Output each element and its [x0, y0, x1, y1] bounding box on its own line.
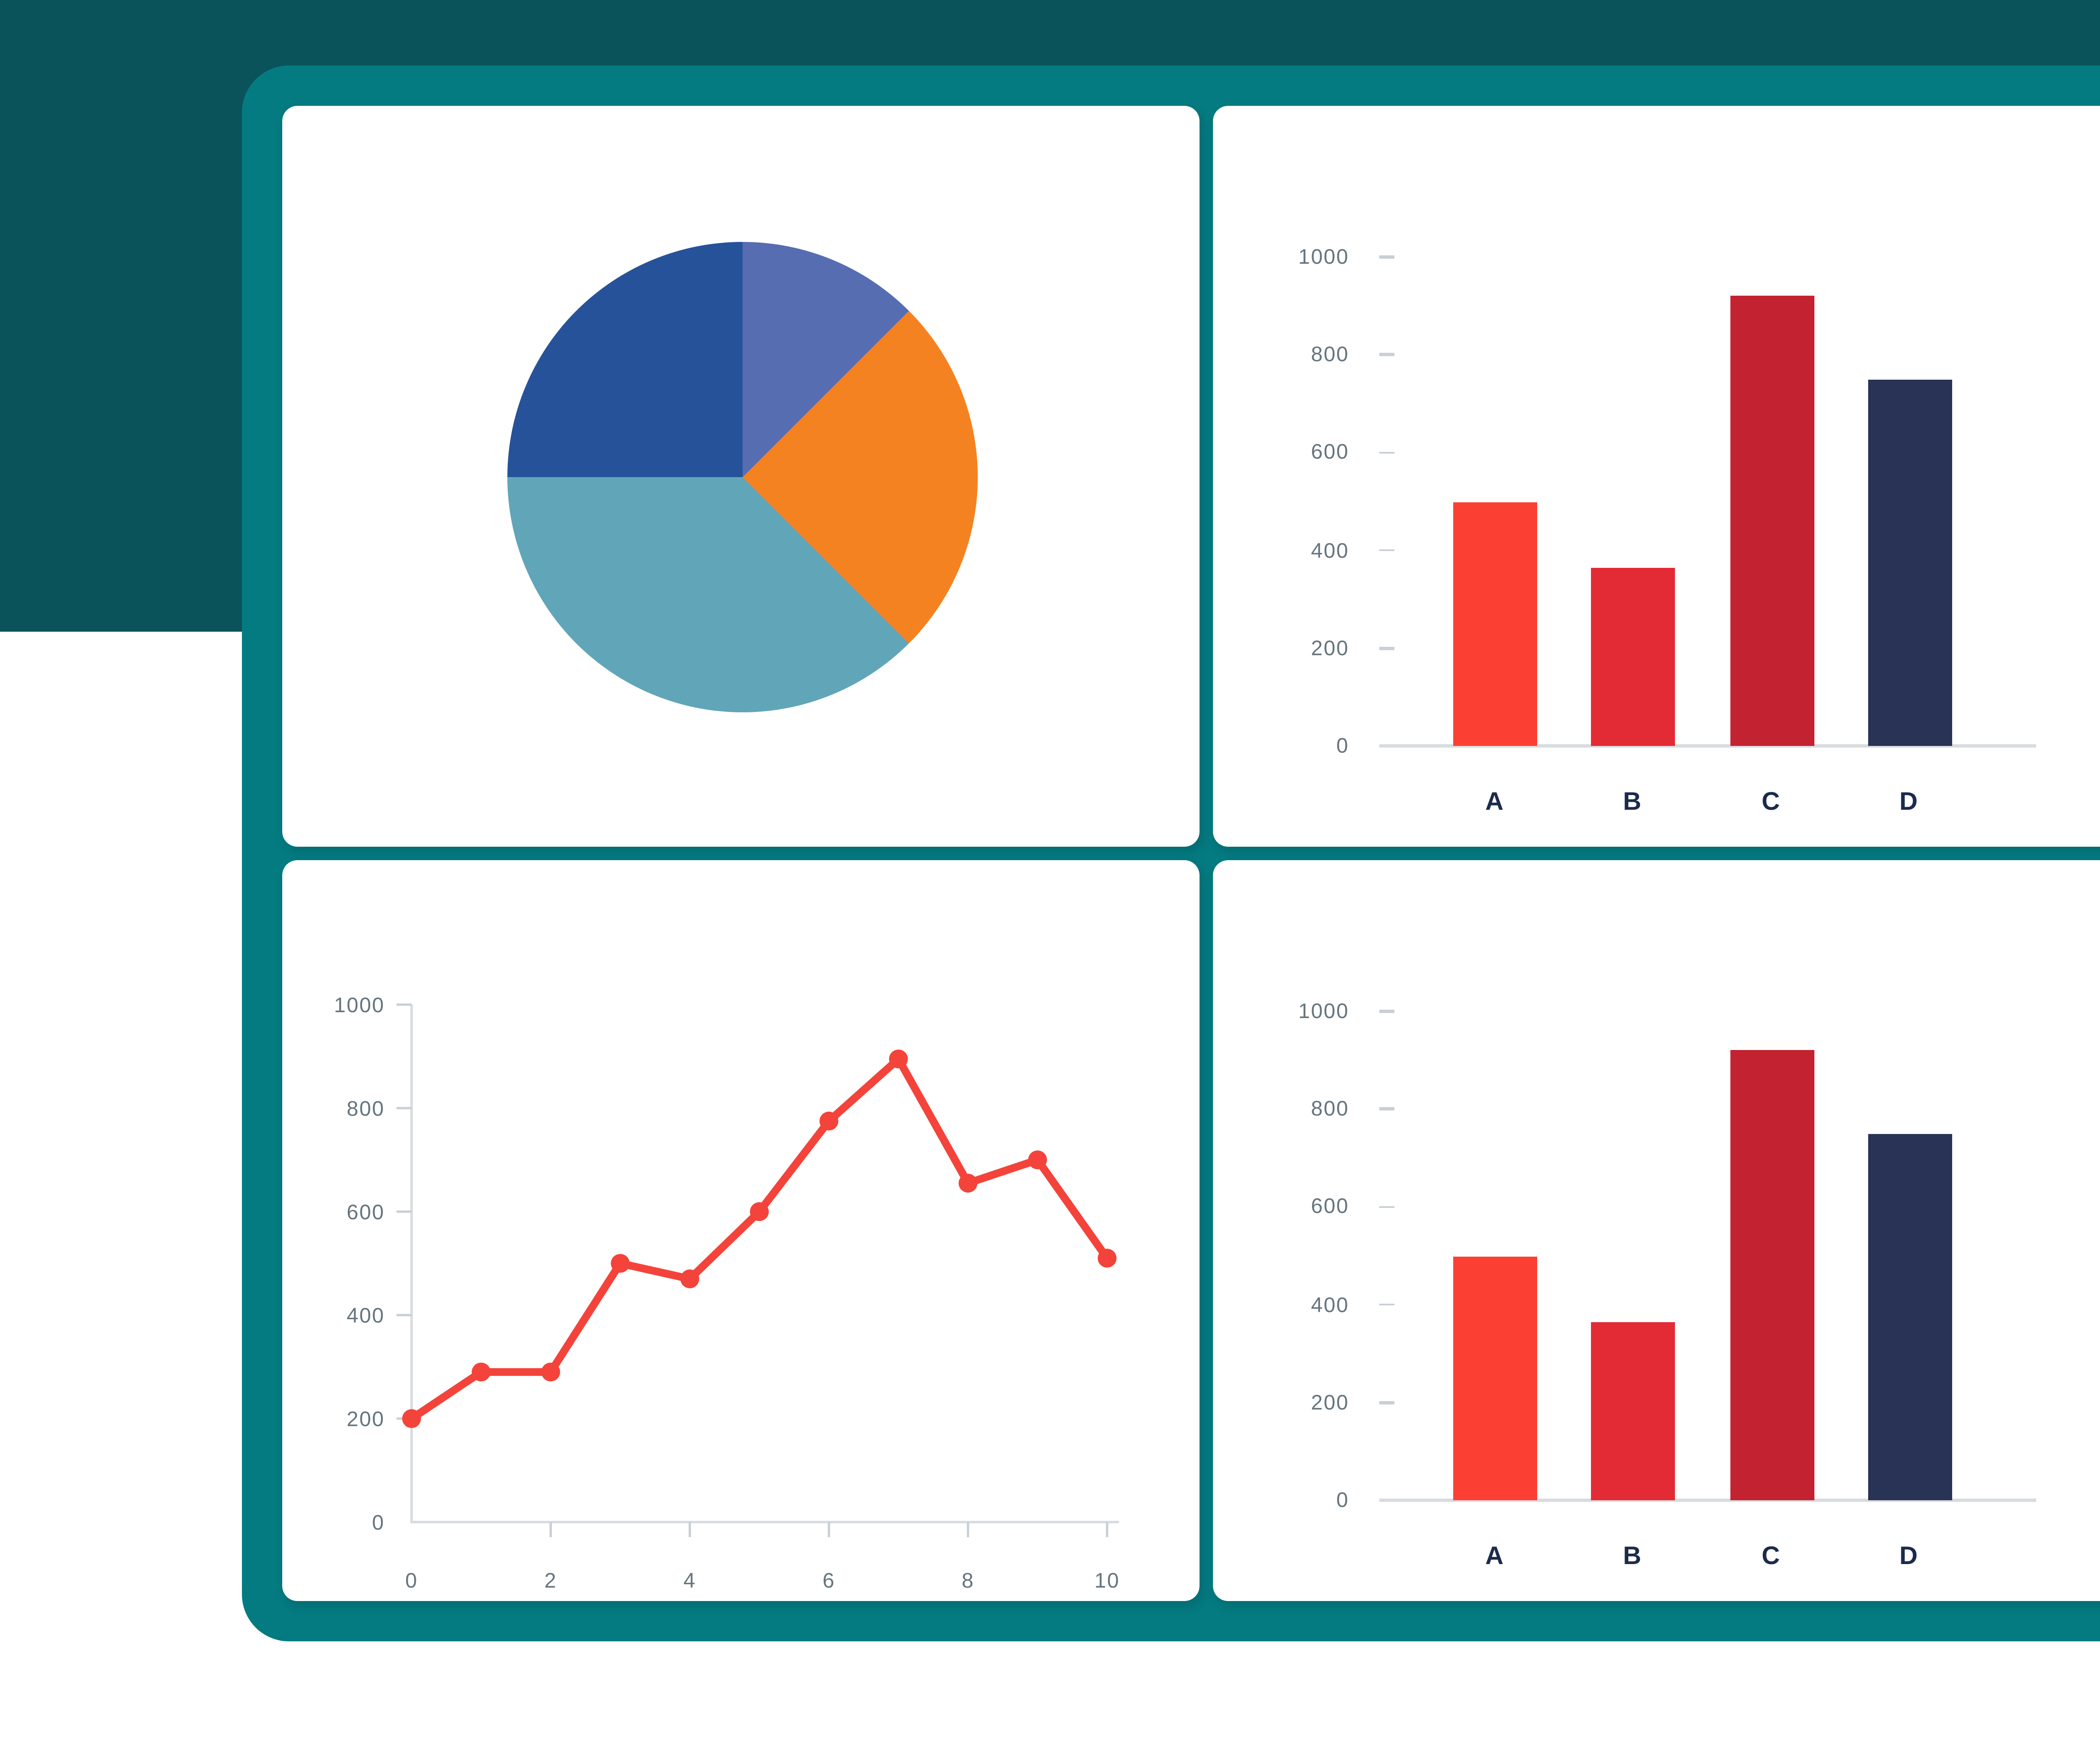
data-point	[958, 1173, 978, 1193]
axis-lines	[410, 1005, 1119, 1523]
x-tick-label: 2	[544, 1569, 557, 1592]
y-tick-label: 600	[346, 1200, 385, 1224]
y-tick-label: 200	[1311, 636, 1349, 660]
charts-panel: 1000 800 600 400 200 0 A B C D 1000 800 600 400 200 0 0…	[242, 66, 2100, 1641]
card-pie-chart	[282, 106, 1200, 847]
category-label: C	[1761, 788, 1782, 816]
bar-c	[1730, 1050, 1814, 1500]
line-series	[407, 1055, 1111, 1423]
y-tick-label: 1000	[1298, 1000, 1349, 1023]
data-point	[750, 1202, 769, 1221]
data-point	[611, 1254, 630, 1273]
pie-chart	[507, 242, 978, 712]
y-tick-mark	[1379, 647, 1394, 650]
bar-d	[1867, 1134, 1951, 1500]
data-point	[402, 1409, 421, 1428]
category-label: A	[1485, 788, 1505, 816]
bar-chart-top: 1000 800 600 400 200 0 A B C D	[1213, 106, 2100, 847]
y-tick-label: 600	[1311, 1195, 1349, 1219]
data-point	[889, 1049, 908, 1068]
x-axis-line	[1379, 745, 2036, 747]
category-label: B	[1623, 1542, 1643, 1571]
y-tick-label: 0	[1336, 734, 1349, 758]
x-tick-label: 0	[405, 1569, 418, 1592]
data-point	[680, 1269, 699, 1289]
category-label: B	[1623, 788, 1643, 816]
y-tick-mark	[1379, 1303, 1394, 1306]
y-tick-mark	[1379, 1401, 1394, 1404]
y-tick-mark	[1379, 353, 1394, 356]
data-point	[819, 1111, 838, 1131]
y-tick-mark	[1379, 1010, 1394, 1013]
y-tick-label: 1000	[1298, 245, 1349, 269]
y-tick-label: 400	[346, 1304, 385, 1327]
bar-d	[1867, 379, 1951, 746]
y-tick-label: 400	[1311, 1293, 1349, 1317]
data-point	[1028, 1150, 1047, 1169]
bar-c	[1730, 296, 1814, 746]
bar-a	[1453, 1256, 1537, 1500]
category-label: C	[1761, 1542, 1782, 1571]
y-tick-label: 800	[1311, 343, 1349, 367]
category-label: D	[1899, 1542, 1919, 1571]
y-tick-mark	[1379, 1205, 1394, 1208]
data-point	[1097, 1249, 1117, 1268]
y-tick-mark	[1379, 451, 1394, 454]
y-tick-label: 800	[346, 1097, 385, 1120]
y-tick-label: 1000	[334, 993, 385, 1017]
y-tick-label: 0	[1336, 1488, 1349, 1512]
y-tick-label: 200	[1311, 1391, 1349, 1415]
x-tick-label: 8	[962, 1569, 974, 1592]
card-line-chart: 1000 800 600 400 200 0 0 2 4 6 8 10	[282, 860, 1200, 1601]
y-tick-label: 0	[372, 1511, 385, 1534]
y-tick-label: 600	[1311, 441, 1349, 465]
y-tick-label: 800	[1311, 1097, 1349, 1121]
card-bar-chart-top: 1000 800 600 400 200 0 A B C D	[1213, 106, 2100, 847]
x-tick-label: 4	[683, 1569, 696, 1592]
data-point	[472, 1362, 491, 1382]
x-tick-label: 6	[822, 1569, 835, 1592]
line-chart: 1000 800 600 400 200 0 0 2 4 6 8 10	[334, 993, 1120, 1592]
bar-a	[1453, 501, 1537, 746]
bar-b	[1591, 1322, 1675, 1500]
x-axis-line	[1379, 1499, 2036, 1502]
y-tick-label: 200	[346, 1407, 385, 1431]
y-tick-label: 400	[1311, 538, 1349, 562]
bar-chart-bottom: 1000 800 600 400 200 0 A B C D	[1213, 860, 2100, 1601]
y-tick-mark	[1379, 549, 1394, 552]
data-point	[541, 1362, 560, 1382]
card-bar-chart-bottom: 1000 800 600 400 200 0 A B C D	[1213, 860, 2100, 1601]
x-tick-label: 10	[1095, 1569, 1120, 1592]
category-label: A	[1485, 1542, 1505, 1571]
y-tick-mark	[1379, 256, 1394, 258]
category-label: D	[1899, 788, 1919, 816]
y-tick-mark	[1379, 1108, 1394, 1110]
bar-b	[1591, 567, 1675, 746]
